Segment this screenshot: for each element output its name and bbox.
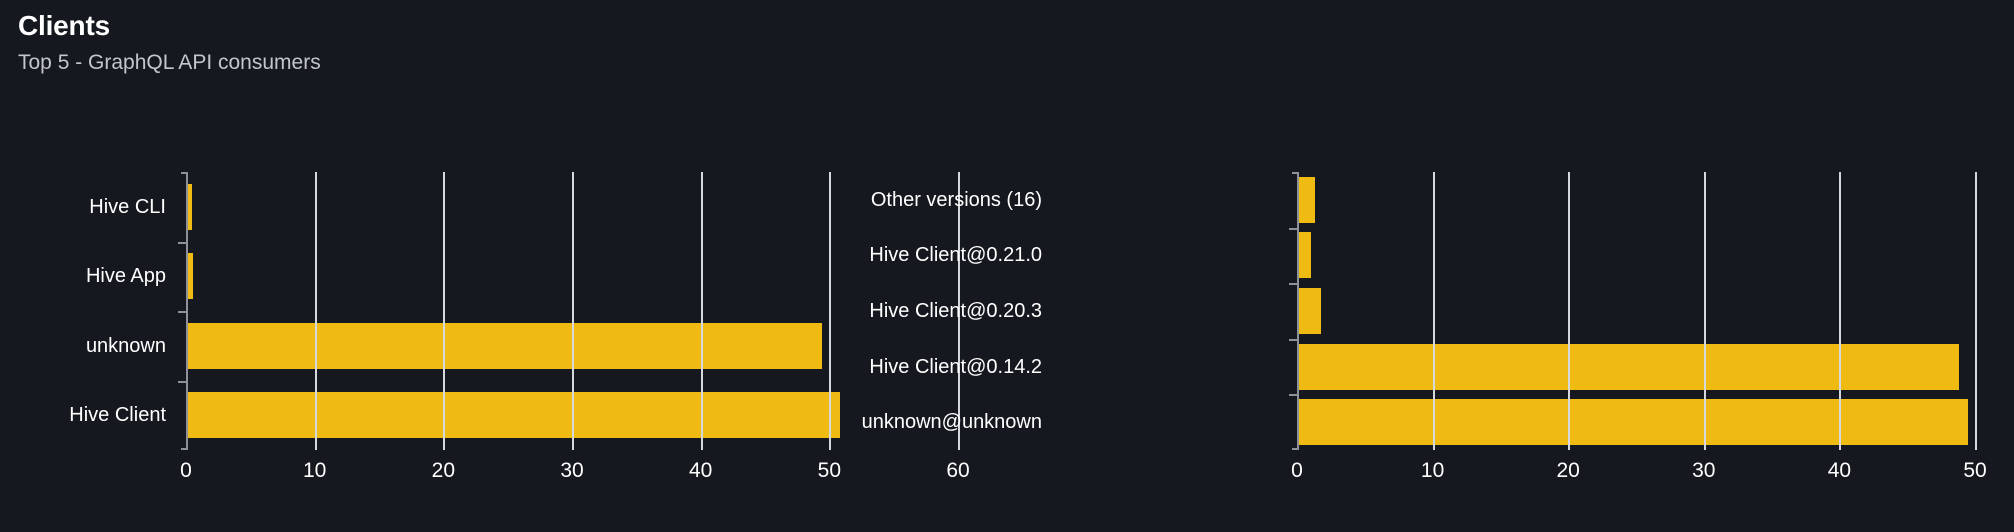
x-tick-label: 0	[1291, 459, 1303, 482]
category-label: Hive Client@0.21.0	[869, 244, 1042, 267]
x-tick-label: 60	[946, 459, 970, 482]
gridline	[700, 172, 703, 450]
x-tick-label: 10	[1420, 459, 1445, 482]
x-tick-label: 40	[1827, 459, 1852, 482]
category-label: Hive Client@0.20.3	[869, 299, 1042, 322]
bar-row[interactable]	[1299, 287, 1968, 334]
bar-row[interactable]	[1299, 232, 1968, 279]
category-tick	[178, 311, 187, 313]
category-tick	[178, 241, 187, 244]
chart-clients-by-name: Hive CLI Hive App unknown Hive Client 0 10 20…	[0, 110, 1007, 532]
y-axis-line-left	[186, 172, 188, 450]
x-tick-label: 40	[688, 459, 713, 482]
bar[interactable]	[1299, 399, 1968, 446]
category-label: unknown	[85, 334, 166, 357]
y-axis-cap	[181, 448, 188, 450]
gridline	[443, 172, 446, 450]
gridline	[829, 172, 832, 450]
category-label: Hive CLI	[89, 195, 166, 218]
category-label: Hive Client	[69, 404, 166, 427]
gridline	[1432, 172, 1435, 450]
bar[interactable]	[188, 322, 823, 369]
y-axis-cap	[1292, 448, 1299, 450]
bar-row[interactable]	[188, 322, 840, 369]
bar-row[interactable]	[1299, 343, 1968, 390]
charts-container: Hive CLI Hive App unknown Hive Client 0 10 20…	[0, 110, 2014, 532]
y-axis-line-right	[1297, 172, 1299, 450]
bar[interactable]	[188, 392, 841, 439]
gridline	[1975, 172, 1977, 450]
y-axis-labels-right: Other versions (16) Hive Client@0.21.0 Hiv…	[820, 172, 1052, 450]
bars-left	[188, 172, 841, 450]
gridline	[1703, 172, 1706, 450]
panel-subtitle: Top 5 - GraphQL API consumers	[18, 51, 321, 74]
chart-clients-by-version: Other versions (16) Hive Client@0.21.0 Hiv…	[862, 110, 2014, 532]
gridline	[1839, 172, 1842, 450]
x-tick-label: 30	[560, 459, 584, 482]
x-tick-label: 30	[1692, 459, 1716, 482]
x-tick-label: 20	[1556, 459, 1580, 482]
category-tick	[1289, 338, 1298, 341]
page-title: Clients	[18, 10, 110, 41]
bar[interactable]	[1299, 176, 1316, 223]
bar[interactable]	[1299, 343, 1960, 390]
x-tick-label: 0	[180, 459, 192, 482]
bar[interactable]	[188, 183, 192, 230]
category-label: Hive App	[85, 265, 166, 288]
bar-row[interactable]	[1299, 399, 1968, 446]
x-axis-labels-left: 0 10 20 30 40 50 60	[0, 458, 1007, 490]
x-tick-label: 10	[302, 459, 327, 482]
category-tick	[1289, 394, 1298, 397]
x-tick-label: 50	[817, 459, 842, 482]
gridline	[572, 172, 574, 450]
y-axis-cap	[181, 172, 188, 174]
gridline	[1568, 172, 1571, 450]
bar[interactable]	[1299, 287, 1321, 334]
gridline	[314, 172, 317, 450]
bar-row[interactable]	[188, 183, 840, 230]
panel-header: Clients Top 5 - GraphQL API consumers	[18, 8, 321, 78]
bar[interactable]	[188, 253, 194, 300]
x-tick-label: 50	[1963, 459, 1987, 482]
category-tick	[1289, 227, 1298, 230]
category-tick	[178, 380, 187, 383]
bar[interactable]	[1299, 232, 1312, 279]
category-label: Other versions (16)	[870, 188, 1042, 211]
bar-row[interactable]	[188, 253, 840, 300]
bar-row[interactable]	[1299, 176, 1968, 223]
x-tick-label: 20	[431, 459, 456, 482]
category-label: unknown@unknown	[861, 411, 1042, 434]
category-label: Hive Client@0.14.2	[869, 355, 1042, 378]
bar-row[interactable]	[188, 392, 841, 439]
bars-right	[1299, 172, 1968, 450]
y-axis-labels-left: Hive CLI Hive App unknown Hive Client	[0, 172, 176, 450]
gridline	[958, 172, 960, 450]
y-axis-cap	[1292, 172, 1299, 174]
category-tick	[1289, 283, 1298, 286]
x-axis-labels-right: 0 10 20 30 40 50	[1007, 458, 2014, 490]
